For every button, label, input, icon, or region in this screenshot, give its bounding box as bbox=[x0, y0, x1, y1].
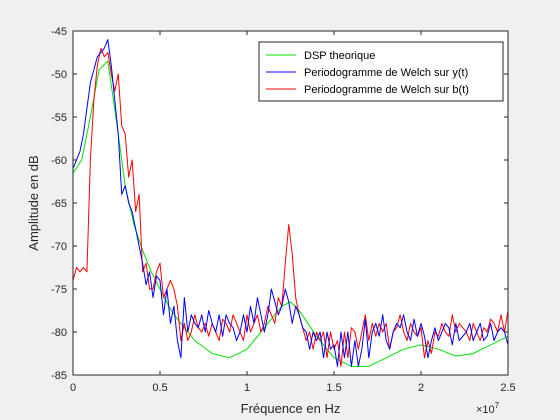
x-tick-label: 1 bbox=[244, 382, 250, 394]
y-tick-label: -75 bbox=[51, 284, 67, 296]
legend-label-welch-y: Periodogramme de Welch sur y(t) bbox=[304, 67, 468, 79]
legend-box bbox=[258, 41, 504, 102]
x-multiplier: ×107 bbox=[476, 401, 500, 416]
y-tick-label: -60 bbox=[51, 155, 67, 167]
y-tick-label: -70 bbox=[51, 241, 67, 253]
tick-layer: 0 0.5 1 1.5 2 2.5 -85 -80 -75 -70 -65 -60 -55 -50 -45 bbox=[51, 26, 516, 394]
legend-label-welch-b: Periodogramme de Welch sur b(t) bbox=[304, 84, 469, 96]
y-tick-label: -80 bbox=[51, 327, 67, 339]
y-axis-label: Amplitude en dB bbox=[26, 155, 41, 250]
x-tick-label: 1.5 bbox=[326, 382, 341, 394]
y-tick-label: -85 bbox=[51, 370, 67, 382]
x-axis-label: Fréquence en Hz bbox=[241, 401, 341, 416]
y-tick-label: -55 bbox=[51, 112, 67, 124]
series-line-welch-b bbox=[72, 47, 509, 367]
x-tick-label: 0 bbox=[70, 382, 76, 394]
x-multiplier-exponent: 7 bbox=[495, 401, 500, 410]
legend-label-dsp: DSP theorique bbox=[304, 50, 375, 62]
x-tick-label: 0.5 bbox=[152, 382, 167, 394]
legend: DSP theorique Periodogramme de Welch sur… bbox=[258, 41, 504, 102]
y-tick-label: -50 bbox=[51, 69, 67, 81]
series-layer bbox=[72, 39, 509, 367]
y-tick-label: -65 bbox=[51, 198, 67, 210]
y-tick-label: -45 bbox=[51, 26, 67, 38]
x-multiplier-base: ×10 bbox=[476, 404, 495, 416]
series-line-welch-y bbox=[72, 39, 509, 367]
series-line-dsp-theorique bbox=[72, 60, 509, 367]
x-tick-label: 2 bbox=[418, 382, 424, 394]
x-tick-label: 2.5 bbox=[500, 382, 515, 394]
